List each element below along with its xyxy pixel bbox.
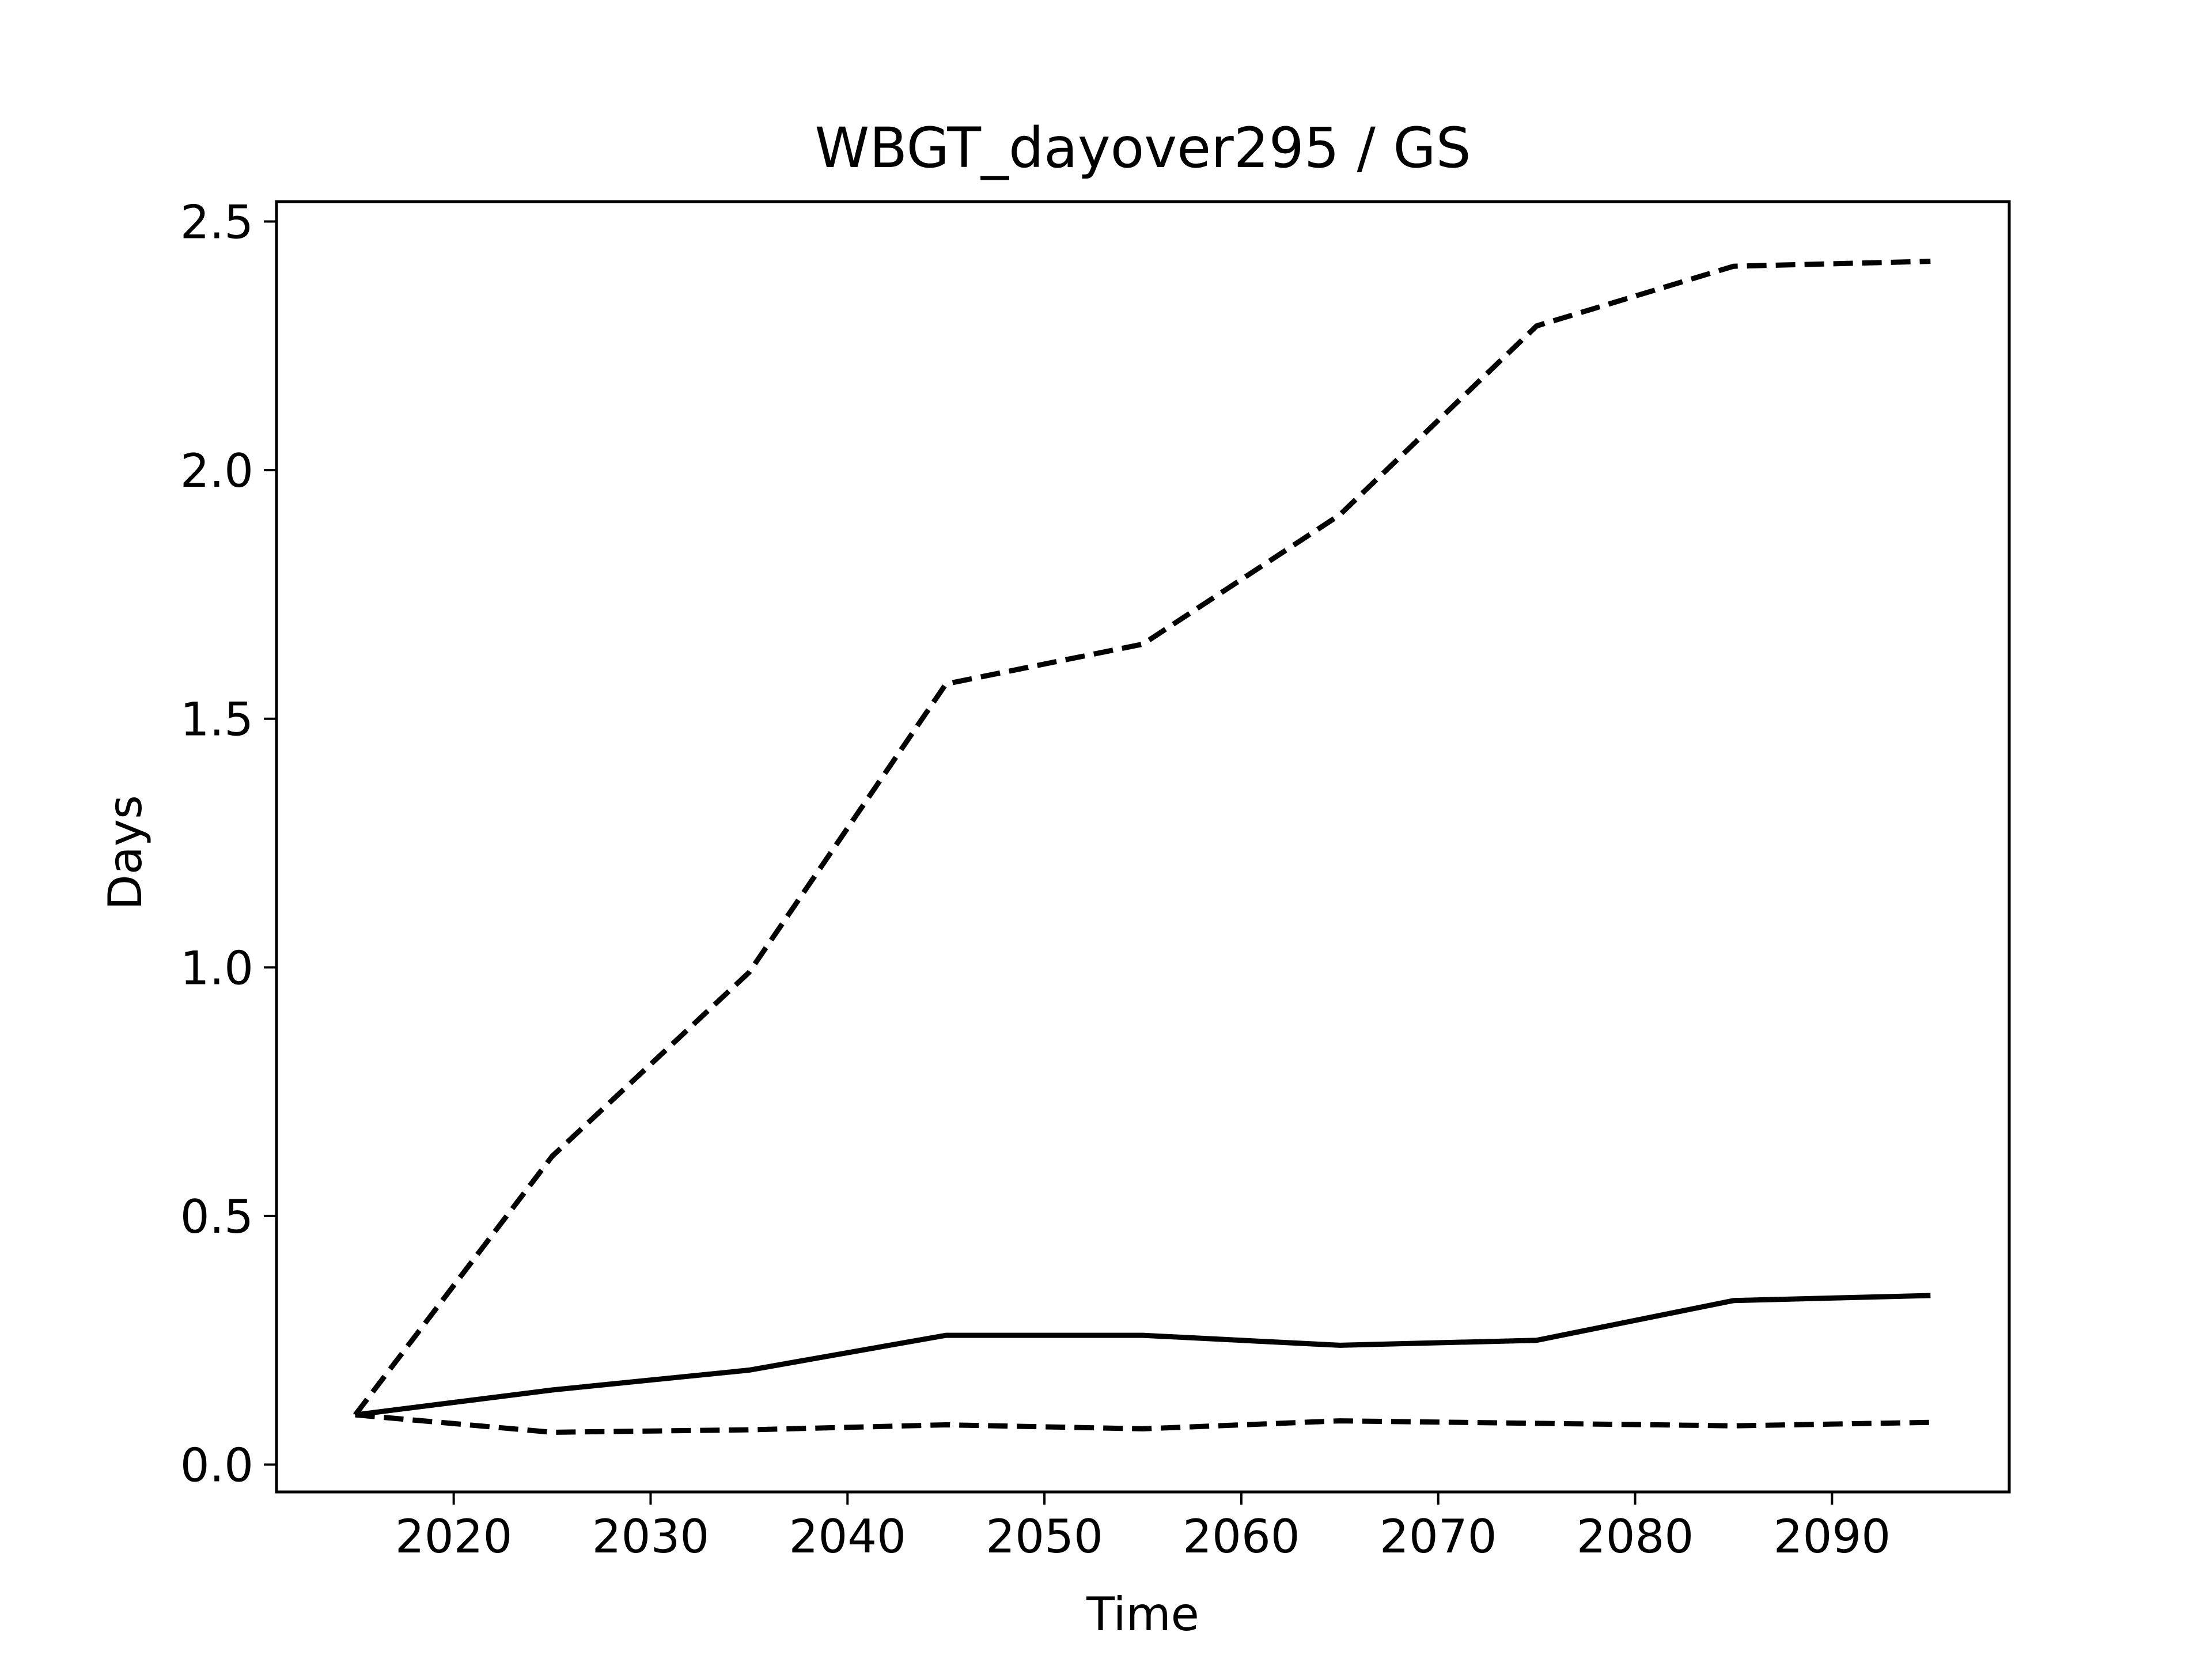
axes-frame (275, 200, 2011, 1494)
x-tick-label: 2080 (1577, 1510, 1694, 1563)
x-tick-label: 2040 (789, 1510, 906, 1563)
y-axis: 0.0 0.5 1.0 1.5 2.0 2.5 (180, 196, 276, 1493)
y-tick-label: 2.5 (180, 196, 253, 249)
series-line-2 (353, 259, 1931, 1416)
x-tick-label: 2090 (1774, 1510, 1891, 1563)
y-tick-label: 1.5 (180, 693, 253, 747)
series-line-3 (355, 1412, 1931, 1435)
y-tick-label: 2.0 (180, 444, 253, 498)
y-axis-label: Days (99, 795, 152, 910)
x-tick-label: 2070 (1380, 1510, 1497, 1563)
y-tick-label: 1.0 (180, 941, 253, 995)
x-tick-label: 2030 (592, 1510, 710, 1563)
y-tick-label: 0.0 (180, 1439, 253, 1493)
series-layer (353, 259, 1931, 1435)
x-tick-label: 2060 (1183, 1510, 1300, 1563)
x-tick-label: 2050 (986, 1510, 1103, 1563)
series-line-1 (355, 1293, 1931, 1418)
x-axis: 2020 2030 2040 2050 2060 2070 2080 2090 (395, 1492, 1891, 1563)
y-tick-label: 0.5 (180, 1190, 253, 1244)
x-tick-label: 2020 (395, 1510, 513, 1563)
x-axis-label: Time (1086, 1588, 1199, 1641)
chart-title: WBGT_dayover295 / GS (815, 116, 1471, 180)
